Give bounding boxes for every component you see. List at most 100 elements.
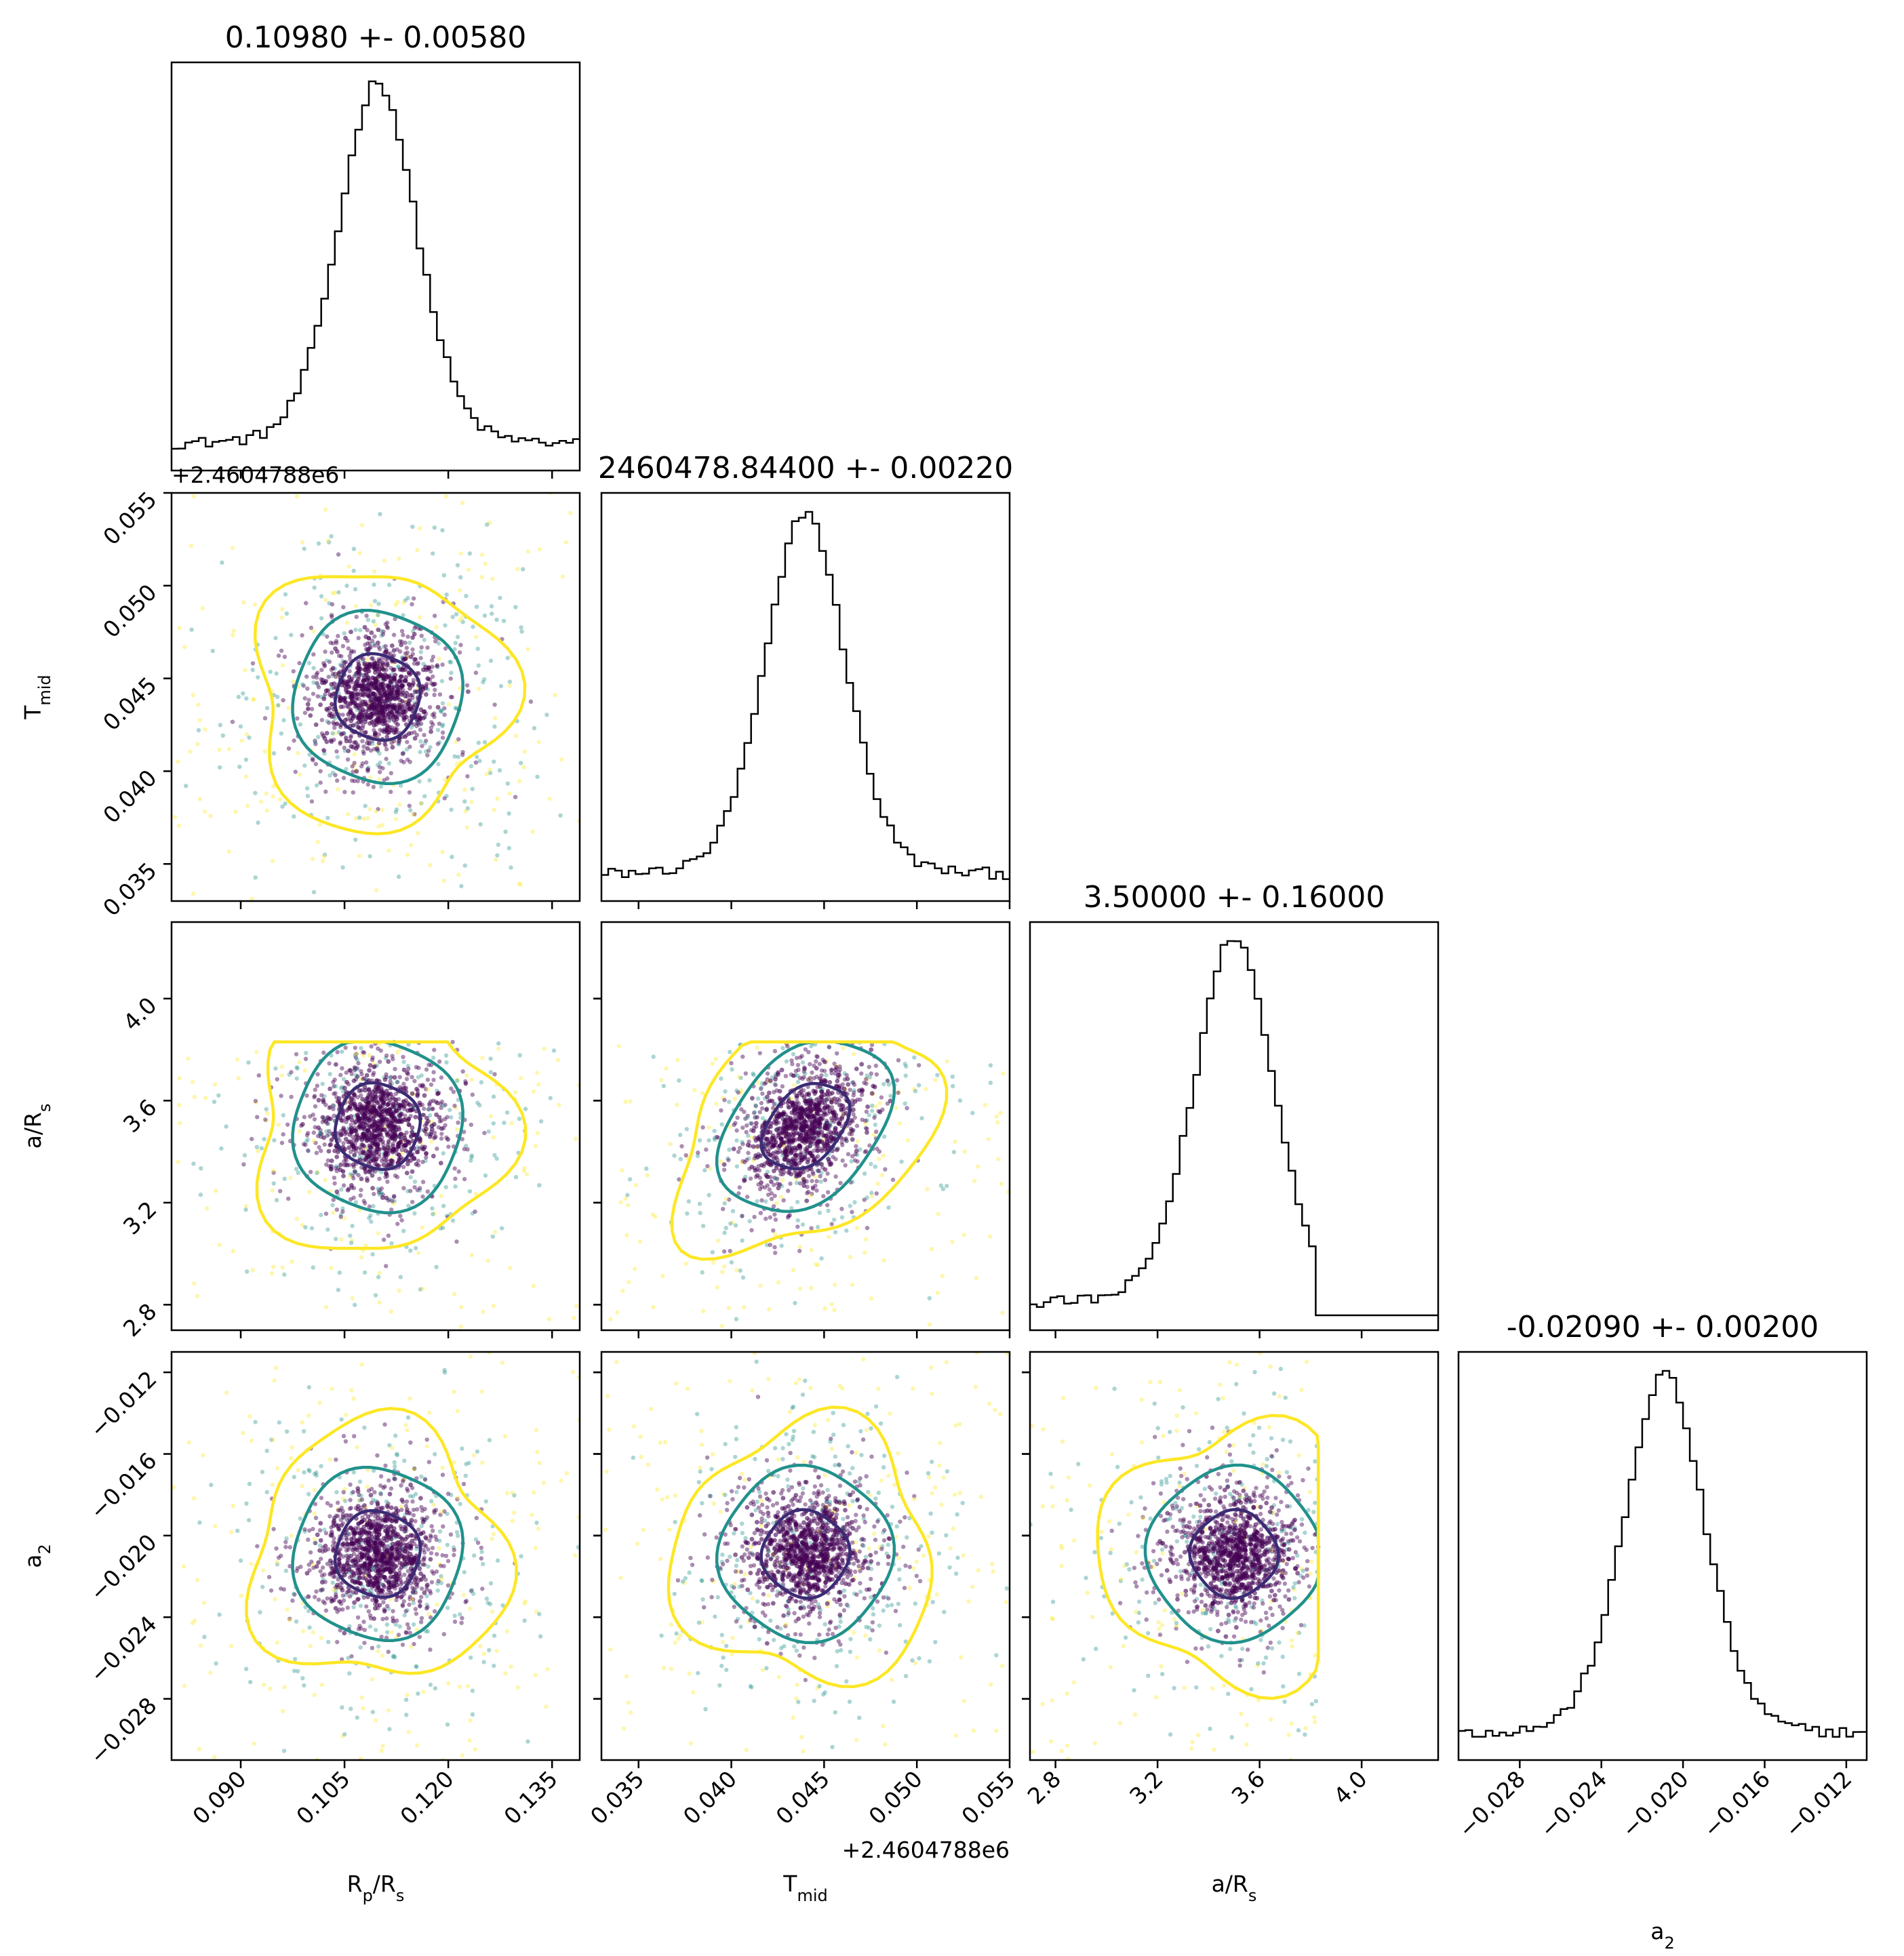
- scatter-point: [785, 1215, 791, 1220]
- scatter-point: [841, 1086, 847, 1092]
- scatter-point: [366, 668, 372, 674]
- scatter-point: [848, 1087, 852, 1092]
- scatter-point: [312, 1692, 317, 1697]
- scatter-point: [812, 1149, 816, 1153]
- scatter-point: [800, 1222, 806, 1227]
- scatter-point: [397, 1157, 403, 1162]
- scatter-point: [854, 1144, 858, 1149]
- scatter-point: [431, 1070, 436, 1075]
- scatter-point: [366, 636, 372, 641]
- scatter-point: [399, 692, 404, 697]
- scatter-point: [957, 1098, 963, 1103]
- scatter-point: [503, 829, 508, 834]
- scatter-point: [293, 770, 298, 774]
- scatter-point: [403, 598, 408, 603]
- scatter-point: [822, 1069, 827, 1073]
- scatter-point: [479, 1556, 483, 1561]
- scatter-point: [338, 695, 343, 700]
- scatter-point: [719, 1108, 723, 1113]
- scatter-point: [324, 731, 330, 736]
- scatter-point: [707, 1125, 711, 1130]
- scatter-point: [431, 674, 435, 679]
- scatter-point: [484, 1596, 490, 1601]
- scatter-point: [199, 1166, 203, 1171]
- scatter-point: [537, 1183, 542, 1188]
- scatter-point: [458, 618, 462, 622]
- scatter-point: [852, 1200, 857, 1205]
- scatter-point: [415, 548, 420, 553]
- scatter-point: [888, 1094, 893, 1098]
- scatter-point: [217, 1243, 222, 1248]
- scatter-point: [359, 702, 363, 708]
- scatter-point: [751, 1158, 756, 1163]
- scatter-point: [297, 660, 302, 666]
- scatter-point: [424, 681, 429, 687]
- scatter-point: [424, 1126, 429, 1132]
- scatter-point: [210, 648, 215, 654]
- scatter-point: [368, 1213, 373, 1218]
- scatter-point: [777, 1182, 782, 1187]
- scatter-point: [405, 1189, 410, 1194]
- scatter-point: [414, 690, 419, 694]
- scatter-point: [368, 748, 374, 753]
- scatter-point: [343, 635, 348, 641]
- scatter-point: [768, 1153, 773, 1157]
- scatter-point: [269, 1588, 274, 1593]
- scatter-point: [424, 1151, 429, 1156]
- scatter-point: [745, 1113, 750, 1118]
- scatter-point: [334, 749, 339, 754]
- scatter-point: [439, 709, 443, 715]
- scatter-point: [423, 664, 429, 670]
- scatter-point: [819, 1073, 824, 1078]
- scatter-point: [442, 796, 447, 801]
- scatter-point: [363, 719, 368, 725]
- scatter-point: [365, 703, 370, 708]
- scatter-point: [334, 639, 339, 643]
- scatter-point: [254, 1050, 259, 1055]
- scatter-point: [379, 1170, 384, 1174]
- scatter-point: [793, 1073, 798, 1078]
- scatter-point: [435, 663, 440, 668]
- scatter-point: [319, 1212, 323, 1218]
- scatter-point: [311, 1562, 315, 1567]
- scatter-point: [349, 1505, 353, 1511]
- scatter-point: [751, 1071, 755, 1076]
- scatter-point: [313, 1140, 318, 1145]
- scatter-point: [812, 1091, 818, 1096]
- scatter-point: [377, 1188, 382, 1193]
- scatter-point: [353, 1200, 359, 1205]
- scatter-point: [439, 708, 444, 713]
- scatter-point: [423, 1159, 428, 1163]
- scatter-point: [850, 1137, 855, 1142]
- scatter-point: [372, 643, 377, 648]
- scatter-point: [625, 1193, 630, 1197]
- scatter-point: [387, 691, 393, 696]
- scatter-point: [424, 1606, 429, 1611]
- scatter-point: [332, 1536, 336, 1541]
- scatter-point: [377, 1193, 382, 1197]
- scatter-point: [349, 711, 354, 716]
- scatter-point: [772, 1102, 777, 1107]
- scatter-point: [498, 683, 504, 689]
- scatter-point: [394, 1635, 399, 1639]
- scatter-point: [345, 1188, 351, 1193]
- scatter-point: [355, 1095, 360, 1100]
- scatter-point: [818, 1121, 822, 1125]
- scatter-point: [806, 1174, 812, 1178]
- scatter-point: [264, 706, 270, 711]
- scatter-point: [377, 647, 382, 652]
- scatter-point: [368, 1613, 373, 1618]
- scatter-point: [743, 1174, 748, 1179]
- scatter-point: [970, 1111, 975, 1115]
- scatter-point: [338, 1214, 343, 1220]
- scatter-point: [651, 1304, 656, 1310]
- scatter-point: [756, 1080, 761, 1085]
- scatter-point: [367, 694, 372, 698]
- scatter-point: [226, 746, 231, 752]
- scatter-point: [418, 1188, 422, 1193]
- scatter-point: [719, 1323, 725, 1328]
- scatter-point: [722, 1098, 727, 1102]
- scatter-point: [814, 1097, 819, 1102]
- scatter-point: [723, 1226, 728, 1231]
- scatter-point: [385, 620, 390, 625]
